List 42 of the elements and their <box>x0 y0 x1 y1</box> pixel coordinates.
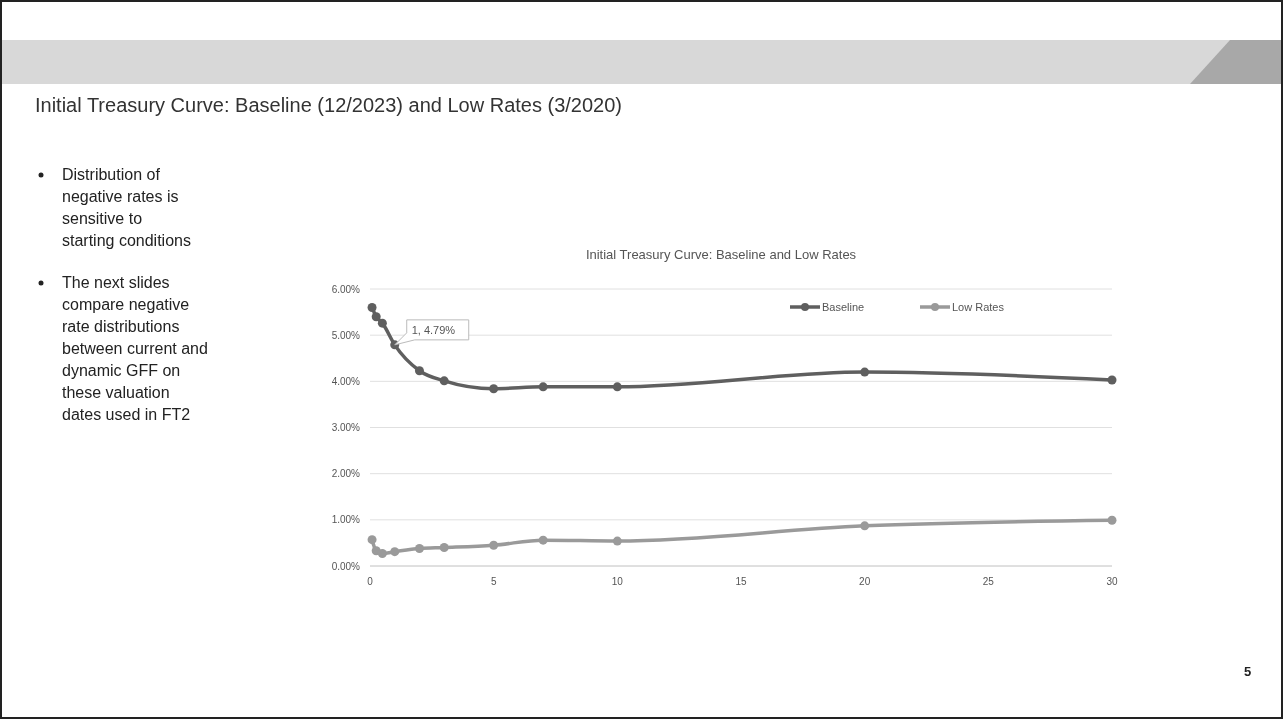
point <box>860 367 870 377</box>
point <box>439 376 449 386</box>
text: The next slides compare negative rate distributions between current and dynamic GFF on these valuation dates used in FT2 <box>62 274 208 423</box>
y-tick-label: 5.00% <box>331 329 361 341</box>
point <box>377 549 387 559</box>
text: 5 <box>1244 664 1252 679</box>
y-tick-label: 0.00% <box>331 560 361 572</box>
point <box>414 543 424 553</box>
y-tick-label: 6.00% <box>331 283 361 295</box>
point <box>612 382 622 392</box>
chart-title: Initial Treasury Curve: Baseline and Low Rates <box>585 247 857 262</box>
point <box>414 366 424 376</box>
point <box>538 382 548 392</box>
x-tick-label: 20 <box>859 576 871 587</box>
point <box>439 543 449 553</box>
x-tick-label: 15 <box>735 576 747 587</box>
legend-label: Low Rates <box>952 300 1005 313</box>
x-tick-label: 0 <box>367 576 374 587</box>
point <box>1107 515 1117 525</box>
point <box>1107 375 1117 385</box>
text: Distribution of negative rates is sensitive to starting conditions <box>62 166 191 249</box>
annotation: 1, 4.79% <box>411 323 456 336</box>
point <box>489 540 499 550</box>
point <box>489 384 499 394</box>
point <box>538 535 548 545</box>
point <box>377 318 387 328</box>
x-tick-label: 5 <box>490 576 497 587</box>
x-tick-label: 10 <box>611 576 624 587</box>
point <box>371 312 381 322</box>
y-tick-label: 4.00% <box>331 375 361 387</box>
y-tick-label: 3.00% <box>331 422 361 433</box>
point <box>367 302 377 312</box>
legend-label: Baseline <box>822 300 865 313</box>
chart-subtitle: Initial Treasury Curve: Baseline (12/2023) and Low Rates (3/2020) <box>35 94 622 116</box>
x-tick-label: 30 <box>1106 576 1118 587</box>
point <box>860 521 870 531</box>
point <box>612 536 622 546</box>
x-tick-label: 25 <box>982 576 995 587</box>
y-tick-label: 1.00% <box>331 514 361 526</box>
point <box>390 547 400 557</box>
y-tick-label: 2.00% <box>331 468 361 480</box>
point <box>367 535 377 545</box>
